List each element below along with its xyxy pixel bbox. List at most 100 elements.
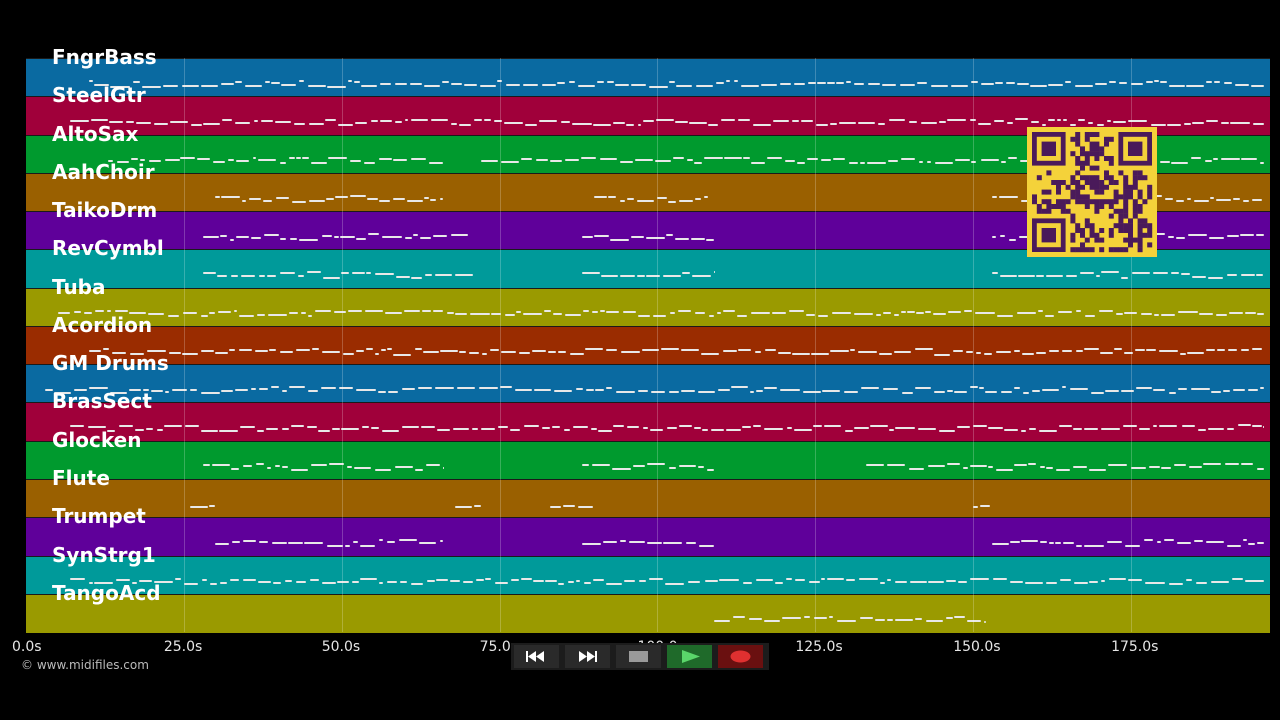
note xyxy=(359,545,376,548)
note xyxy=(638,314,651,317)
note xyxy=(844,430,854,433)
note xyxy=(677,310,692,313)
note xyxy=(363,161,376,164)
note xyxy=(1174,463,1187,466)
note xyxy=(773,120,789,123)
note xyxy=(581,542,601,545)
note xyxy=(74,311,81,314)
record-button[interactable] xyxy=(718,645,763,668)
note xyxy=(741,85,759,88)
note xyxy=(57,311,71,314)
note xyxy=(118,425,133,428)
note xyxy=(845,80,852,83)
note xyxy=(1187,352,1205,355)
note xyxy=(411,276,423,279)
note xyxy=(889,119,905,122)
note xyxy=(256,314,265,317)
note xyxy=(378,581,383,584)
note xyxy=(396,276,411,279)
note xyxy=(1257,467,1264,470)
note xyxy=(367,233,380,236)
note xyxy=(669,80,676,83)
stop-button[interactable] xyxy=(616,645,661,668)
note xyxy=(692,274,711,277)
note xyxy=(570,352,584,355)
note xyxy=(667,427,678,429)
note xyxy=(724,157,743,160)
note xyxy=(328,463,344,466)
note xyxy=(235,121,251,124)
note xyxy=(854,313,874,316)
note xyxy=(608,196,617,199)
note xyxy=(1070,124,1076,127)
note xyxy=(364,309,384,312)
note xyxy=(992,271,998,274)
note xyxy=(591,310,599,313)
note xyxy=(955,159,971,162)
note xyxy=(1216,348,1225,351)
rewind-button[interactable] xyxy=(514,645,559,668)
note xyxy=(1248,389,1259,392)
note xyxy=(1087,121,1093,124)
note xyxy=(950,84,968,87)
note xyxy=(1100,352,1113,355)
note xyxy=(308,122,324,125)
note xyxy=(806,313,815,316)
note xyxy=(361,84,378,87)
note xyxy=(400,580,408,583)
fast-forward-button[interactable] xyxy=(565,645,610,668)
note xyxy=(992,195,997,198)
note xyxy=(463,83,477,86)
note xyxy=(379,200,391,203)
note xyxy=(992,236,997,239)
note xyxy=(698,465,704,468)
time-tick-label: 150.0s xyxy=(953,639,1001,655)
note xyxy=(473,504,481,507)
note xyxy=(1023,391,1029,394)
play-button[interactable] xyxy=(667,645,712,668)
note xyxy=(407,200,424,203)
note xyxy=(334,311,347,314)
note xyxy=(1177,542,1191,545)
note xyxy=(676,84,693,87)
note xyxy=(817,81,826,84)
note xyxy=(593,578,605,581)
note xyxy=(1048,84,1064,87)
note xyxy=(271,542,287,545)
note xyxy=(331,428,340,431)
note xyxy=(126,121,134,124)
note xyxy=(356,237,367,240)
note xyxy=(1000,160,1006,163)
note xyxy=(794,82,806,85)
note xyxy=(915,617,923,620)
note xyxy=(1078,119,1086,122)
note xyxy=(731,386,749,389)
note xyxy=(70,425,84,428)
gridline xyxy=(341,58,343,632)
note xyxy=(442,466,444,469)
note xyxy=(603,540,618,543)
note xyxy=(853,82,865,85)
note xyxy=(1096,274,1101,277)
note xyxy=(1119,81,1128,84)
note xyxy=(1240,463,1254,466)
note xyxy=(1164,197,1173,200)
note xyxy=(981,83,994,86)
note xyxy=(1171,271,1180,274)
note xyxy=(893,313,899,316)
note xyxy=(1094,83,1108,86)
note xyxy=(449,580,460,583)
note xyxy=(380,119,392,122)
note xyxy=(306,271,322,274)
note xyxy=(536,159,549,162)
note xyxy=(719,578,739,581)
note xyxy=(995,468,1013,471)
note xyxy=(678,465,697,468)
note xyxy=(732,616,746,619)
note xyxy=(875,619,885,622)
note xyxy=(1231,578,1243,581)
note xyxy=(136,122,151,125)
note xyxy=(387,540,396,543)
note xyxy=(354,80,360,83)
note xyxy=(490,349,500,352)
